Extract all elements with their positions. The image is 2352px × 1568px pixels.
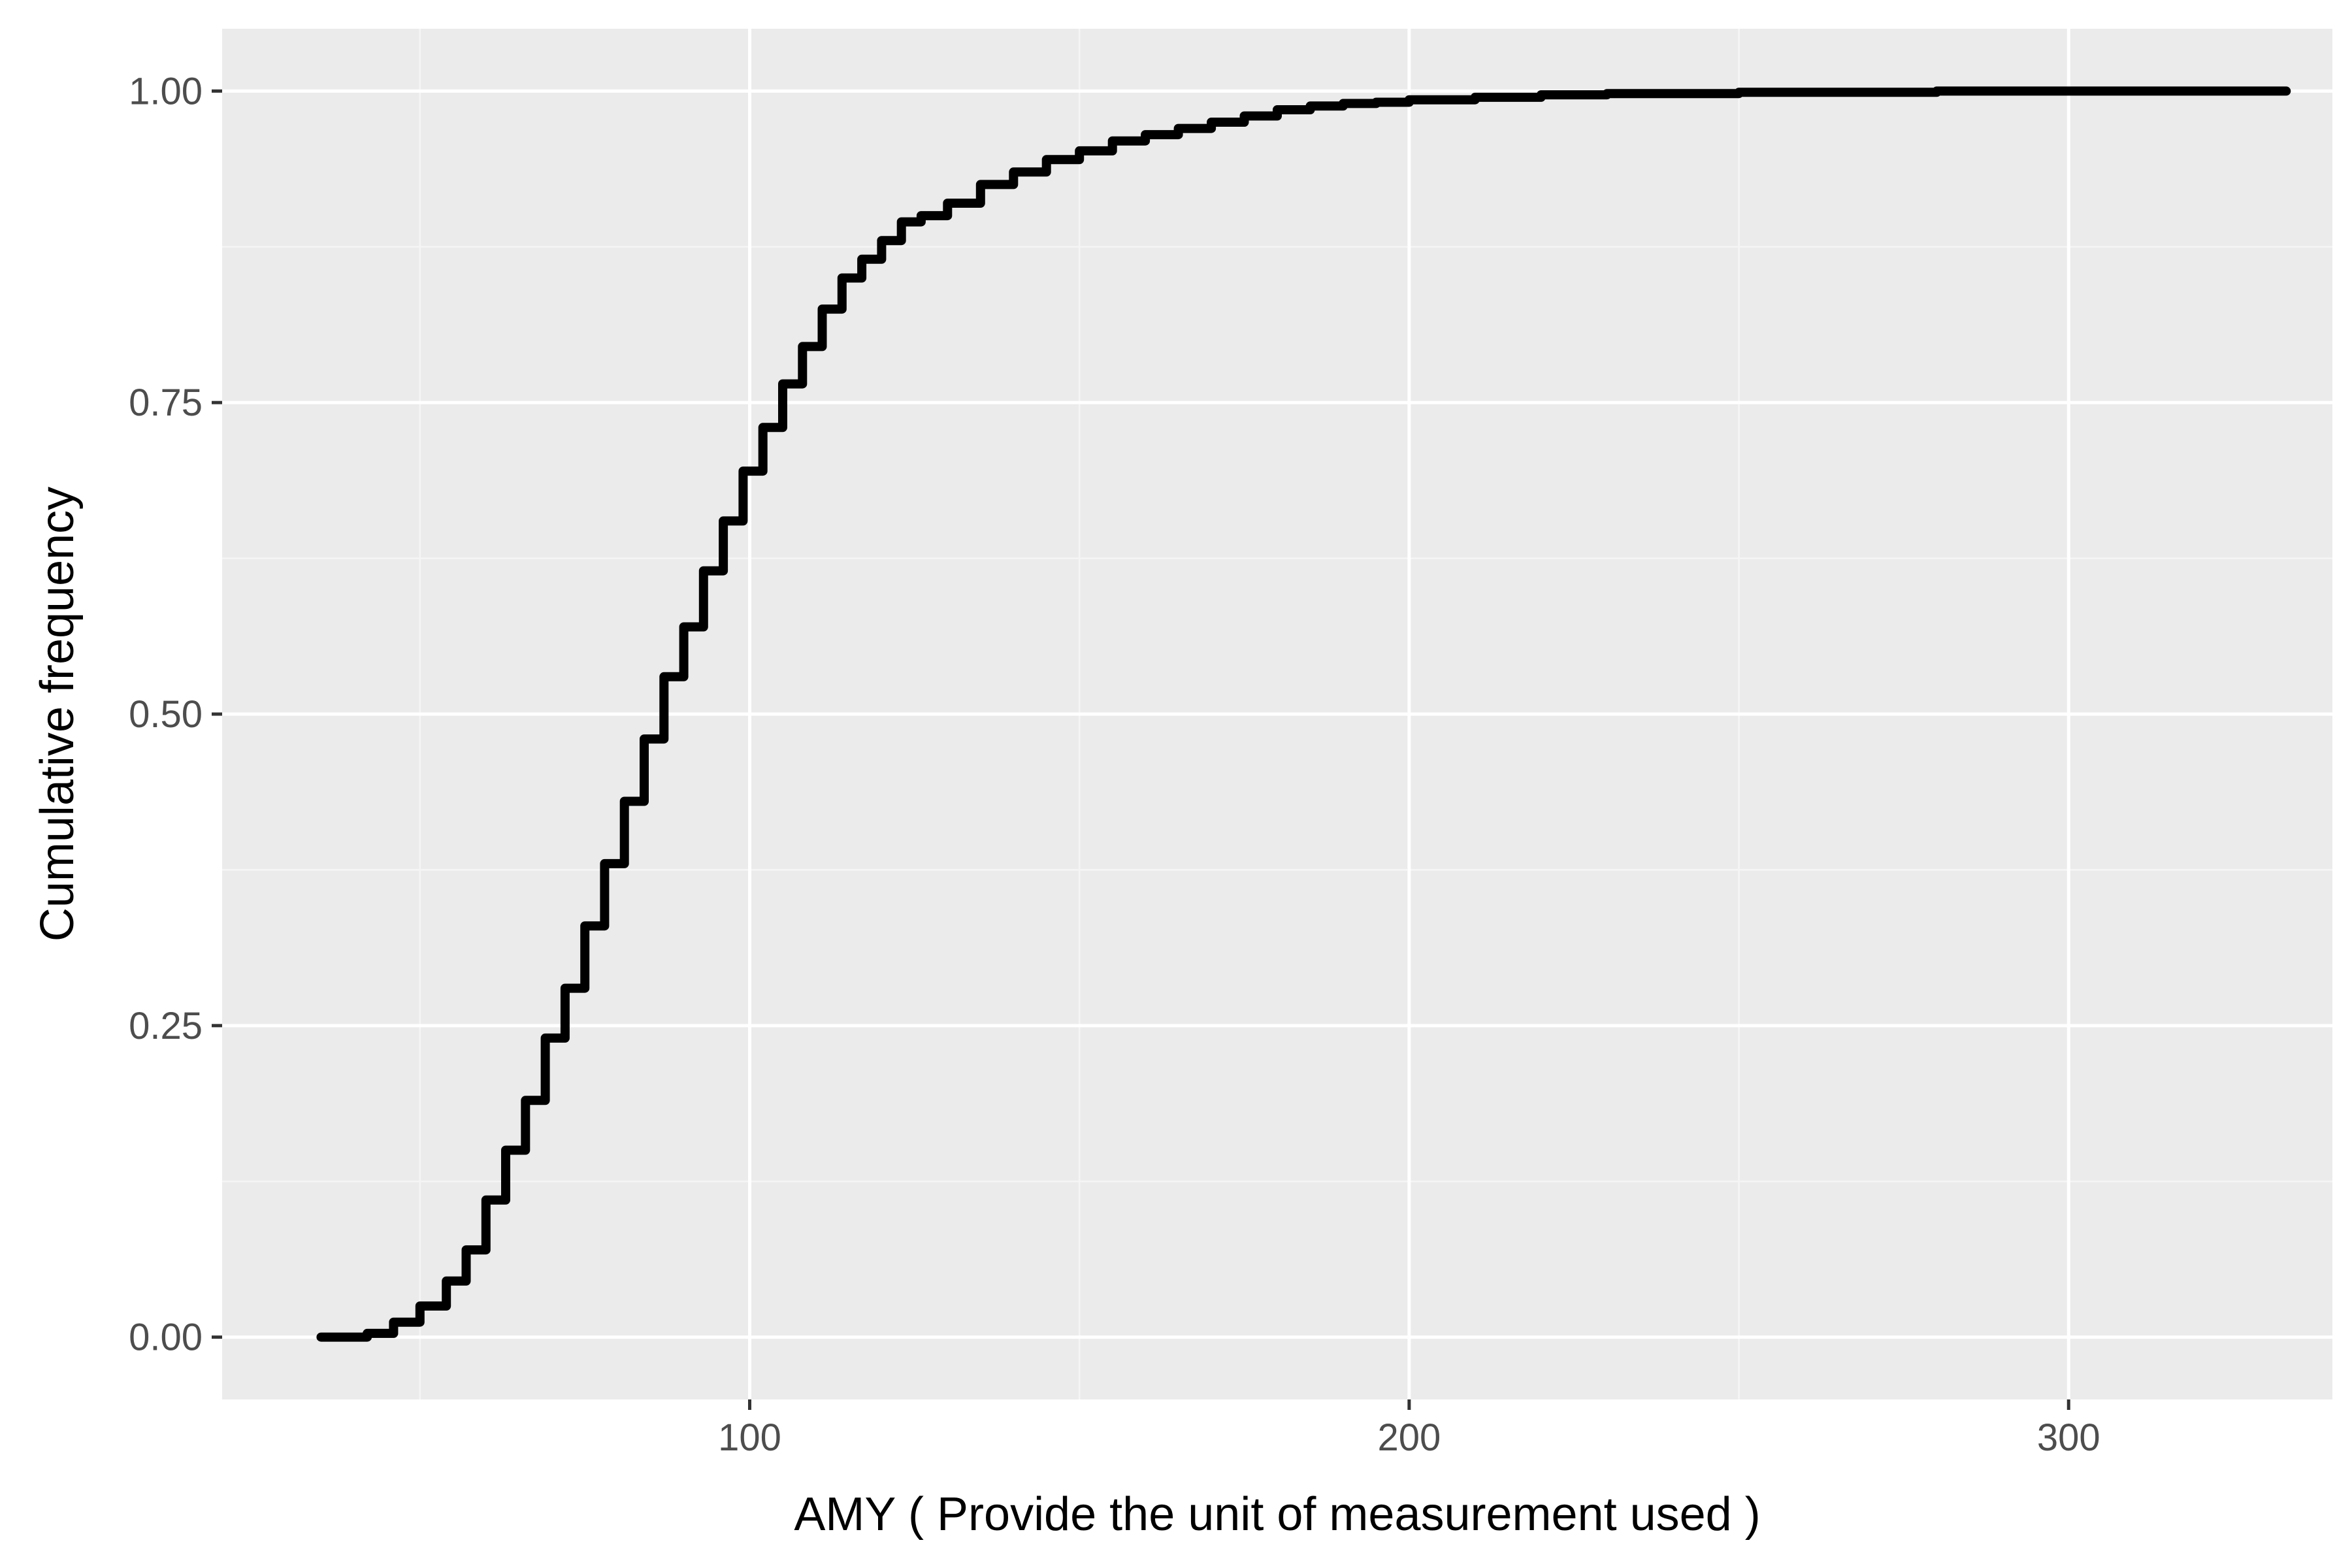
ecdf-step-line — [316, 86, 2291, 1342]
x-tick-label: 300 — [2037, 1416, 2100, 1459]
y-axis-title: Cumulative frequency — [31, 487, 84, 941]
x-tick-label: 100 — [718, 1416, 781, 1459]
y-tick-label: 0.50 — [129, 693, 203, 736]
y-tick-label: 0.25 — [129, 1005, 203, 1047]
x-tick-label: 200 — [1377, 1416, 1441, 1459]
x-axis: 100 200 300 — [718, 1399, 2100, 1459]
y-tick-label: 1.00 — [129, 70, 203, 112]
x-axis-title: AMY ( Provide the unit of measurement us… — [794, 1488, 1760, 1541]
y-tick-label: 0.00 — [129, 1316, 203, 1359]
major-gridlines — [222, 29, 2332, 1399]
y-tick-label: 0.75 — [129, 382, 203, 424]
series-layer — [316, 86, 2291, 1342]
y-axis: 0.00 0.25 0.50 0.75 1.00 — [129, 70, 222, 1359]
